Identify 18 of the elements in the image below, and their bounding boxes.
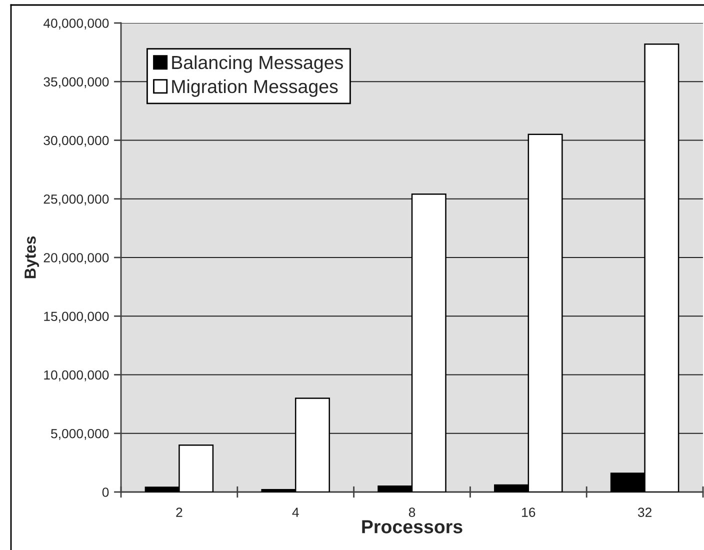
- x-axis-title: Processors: [362, 520, 462, 534]
- x-tick-label: 4: [292, 508, 299, 517]
- y-tick-label: 15,000,000: [44, 312, 109, 323]
- y-tick-label: 20,000,000: [44, 253, 109, 264]
- y-tick-label: 0: [102, 488, 109, 497]
- x-tick-label: 32: [638, 508, 652, 517]
- legend-label: Balancing Messages: [172, 55, 343, 73]
- x-tick-label: 16: [522, 508, 536, 517]
- y-tick-label: 25,000,000: [44, 194, 109, 206]
- legend-label: Migration Messages: [172, 79, 338, 97]
- y-tick-label: 30,000,000: [44, 136, 109, 147]
- y-tick-label: 35,000,000: [44, 77, 109, 88]
- y-tick-label: 10,000,000: [44, 370, 109, 382]
- y-tick-label: 5,000,000: [51, 428, 109, 440]
- x-tick-label: 8: [408, 508, 416, 517]
- y-tick-label: 40,000,000: [43, 18, 109, 30]
- y-axis-title: Bytes: [24, 236, 39, 278]
- x-tick-label: 2: [176, 508, 182, 517]
